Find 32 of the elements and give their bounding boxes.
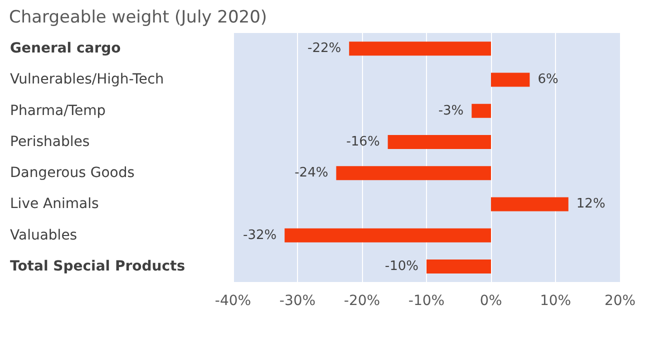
bar — [472, 104, 491, 118]
bar — [336, 166, 491, 180]
y-tick-label: General cargo — [10, 40, 122, 57]
data-label: -16% — [346, 134, 380, 150]
chart-title: Chargeable weight (July 2020) — [9, 8, 268, 28]
bar — [491, 197, 568, 212]
data-label: -32% — [243, 228, 277, 243]
bar — [426, 259, 491, 274]
bar — [284, 228, 491, 242]
data-label: 12% — [576, 196, 606, 212]
y-tick-label: Dangerous Goods — [10, 165, 135, 182]
y-tick-label: Perishables — [10, 134, 90, 150]
data-label: 6% — [538, 72, 558, 88]
x-tick-label: -20% — [344, 293, 380, 309]
data-label: -3% — [438, 103, 464, 118]
bar — [349, 42, 491, 56]
data-label: -10% — [384, 258, 418, 274]
x-tick-label: -30% — [279, 293, 316, 309]
y-tick-label: Total Special Products — [10, 258, 186, 274]
data-label: -24% — [294, 166, 328, 181]
data-label: -22% — [308, 41, 342, 56]
x-tick-label: 0% — [480, 293, 502, 309]
y-tick-label: Live Animals — [10, 196, 99, 212]
x-tick-label: -10% — [408, 293, 445, 309]
y-tick-label: Vulnerables/High-Tech — [10, 72, 164, 88]
x-tick-label: 20% — [604, 293, 636, 309]
y-tick-label: Valuables — [10, 227, 78, 244]
x-tick-label: -40% — [214, 293, 252, 309]
y-tick-label: Pharma/Temp — [10, 102, 106, 119]
bar — [388, 134, 491, 149]
x-tick-label: 10% — [540, 293, 572, 309]
bar — [491, 72, 530, 87]
